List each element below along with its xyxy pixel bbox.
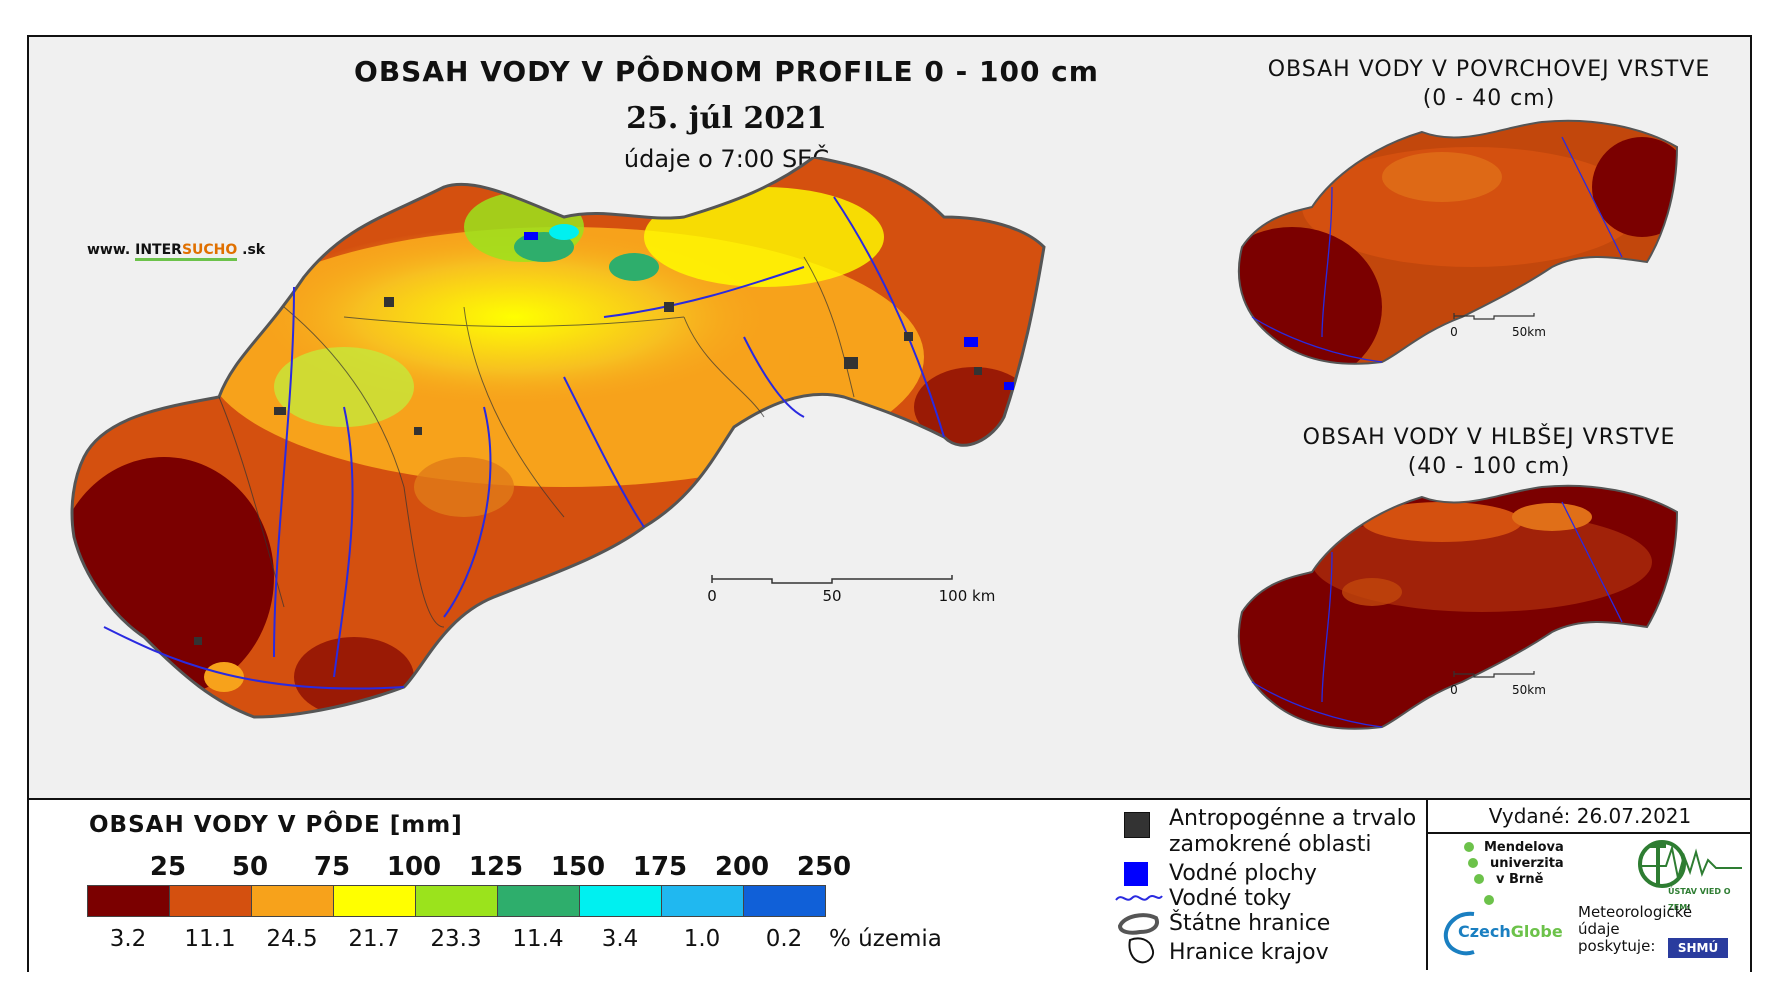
legend-percentage: 21.7 (348, 926, 400, 952)
figure-frame: OBSAH VODY V PÔDNOM PROFILE 0 - 100 cm 2… (27, 35, 1752, 972)
legend-threshold: 125 (468, 852, 524, 882)
date-title: 25. júl 2021 (626, 101, 827, 136)
scale-label-50: 50 (822, 587, 841, 605)
legend-color-box (333, 885, 416, 917)
issuer-box: Vydané: 26.07.2021 Mendelova univerzita … (1426, 800, 1752, 970)
legend-color-box (415, 885, 498, 917)
main-title: OBSAH VODY V PÔDNOM PROFILE 0 - 100 cm (354, 55, 1099, 88)
legend-percentage: 0.2 (765, 926, 803, 952)
svg-text:50km: 50km (1512, 683, 1546, 697)
state-border-icon (1117, 913, 1159, 935)
meteo-provider-text: Meteorologické údaje poskytuje: (1578, 903, 1693, 955)
main-scale-bar: 0 50 100 km (707, 575, 996, 605)
state-border-label: Štátne hranice (1169, 911, 1331, 936)
legend-threshold: 150 (550, 852, 606, 882)
time-subtitle: údaje o 7:00 SEČ (623, 145, 830, 173)
legend-percentage: 11.4 (512, 926, 564, 952)
map-area: OBSAH VODY V PÔDNOM PROFILE 0 - 100 cm 2… (29, 37, 1750, 797)
legend-color-box (169, 885, 252, 917)
legend-color-box (743, 885, 826, 917)
ustav-logo-icon (1638, 840, 1742, 888)
surface-layer-map (1237, 119, 1679, 365)
intersucho-watermark: www. INTERSUCHO .sk (87, 242, 265, 261)
ustav-logo-text: ÚSTAV VIED O ZEMI (1668, 887, 1731, 912)
water-bodies-label: Vodné plochy (1169, 861, 1317, 886)
scale-label-100: 100 km (939, 587, 996, 605)
deep-layer-map (1237, 484, 1679, 730)
issued-date: Vydané: 26.07.2021 (1428, 800, 1752, 834)
region-border-icon (1128, 937, 1154, 964)
anthropogenic-areas (194, 297, 982, 645)
region-border-label: Hranice krajov (1169, 940, 1329, 965)
surface-scale-bar: 0 50km (1450, 313, 1546, 339)
river-line-icon (1115, 895, 1163, 901)
legend-percentage: 3.2 (109, 926, 147, 952)
scale-label-0: 0 (707, 587, 717, 605)
main-map-fill (72, 157, 1045, 717)
main-soil-water-map (70, 157, 1046, 719)
mendel-dots-icon (1464, 842, 1494, 905)
legend-color-box (579, 885, 662, 917)
legend-threshold: 75 (313, 852, 351, 882)
svg-text:0: 0 (1450, 325, 1458, 339)
region-borders (218, 256, 855, 628)
legend-threshold: 250 (796, 852, 852, 882)
legend-percentage: 11.1 (184, 926, 236, 952)
legend-percentage: 24.5 (266, 926, 318, 952)
legend-percentage: 1.0 (683, 926, 721, 952)
legend-percentage: 3.4 (601, 926, 639, 952)
legend-color-box (661, 885, 744, 917)
czechglobe-arc-icon (1443, 911, 1475, 956)
legend-threshold: 50 (231, 852, 269, 882)
legend-percentage: 23.3 (430, 926, 482, 952)
legend-color-box (87, 885, 170, 917)
legend-area: OBSAH VODY V PÔDE [mm] 25 50 75 100 125 … (29, 798, 1752, 972)
water-bodies (524, 232, 1014, 390)
rivers (103, 196, 945, 690)
legend-title: OBSAH VODY V PÔDE [mm] (89, 812, 463, 838)
czechglobe-logo: CzechGlobe (1440, 908, 1563, 958)
anthropogenic-swatch-icon (1124, 812, 1150, 838)
legend-threshold: 100 (386, 852, 442, 882)
deep-layer-title: OBSAH VODY V HLBŠEJ VRSTVE (40 - 100 cm) (1302, 425, 1676, 479)
svg-text:50km: 50km (1512, 325, 1546, 339)
legend-threshold: 200 (714, 852, 770, 882)
deep-scale-bar: 0 50km (1450, 671, 1546, 697)
legend-color-box (497, 885, 580, 917)
rivers-label: Vodné toky (1169, 886, 1292, 911)
shmu-logo: SHMÚ (1668, 938, 1728, 958)
surface-layer-title: OBSAH VODY V POVRCHOVEJ VRSTVE (0 - 40 c… (1267, 57, 1711, 111)
legend-threshold: 25 (149, 852, 187, 882)
legend-unit: % územia (829, 926, 942, 952)
anthropogenic-label: Antropogénne a trvalo zamokrené oblasti (1169, 806, 1417, 857)
legend-threshold: 175 (632, 852, 688, 882)
water-body-swatch-icon (1124, 862, 1148, 886)
svg-text:0: 0 (1450, 683, 1458, 697)
legend-color-box (251, 885, 334, 917)
mendel-logo-text: Mendelova univerzita v Brně (1484, 840, 1564, 887)
